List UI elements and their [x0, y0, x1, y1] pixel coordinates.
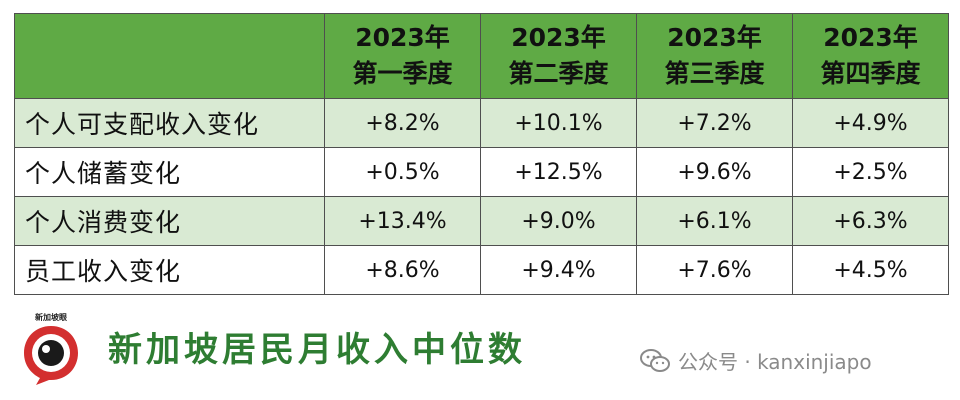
table-cell: +9.6%	[636, 147, 793, 197]
brand-title: 新加坡居民月收入中位数	[108, 330, 526, 370]
table-cell: +9.4%	[480, 245, 637, 295]
column-header-quarter: 第一季度	[352, 59, 453, 88]
quarterly-change-table: 2023年 第一季度 2023年 第二季度 2023年 第三季度 2023年 第…	[14, 13, 949, 295]
table-cell: +8.2%	[324, 98, 481, 148]
table-cell: +8.6%	[324, 245, 481, 295]
column-header-quarter: 第四季度	[820, 59, 921, 88]
table-cell: +13.4%	[324, 196, 481, 246]
row-label: 员工收入变化	[14, 245, 325, 295]
brand-logo: 新加坡眼	[20, 312, 82, 388]
watermark-text: 公众号 · kanxinjiapo	[678, 350, 872, 374]
table-cell: +4.5%	[792, 245, 949, 295]
column-header: 2023年 第二季度	[480, 13, 637, 99]
table-cell: +7.6%	[636, 245, 793, 295]
column-header-year: 2023年	[355, 23, 450, 52]
table-row: 个人储蓄变化 +0.5% +12.5% +9.6% +2.5%	[14, 147, 949, 197]
row-label: 个人可支配收入变化	[14, 98, 325, 148]
column-header-year: 2023年	[667, 23, 762, 52]
column-header-year: 2023年	[823, 23, 918, 52]
watermark: 公众号 · kanxinjiapo	[640, 346, 872, 375]
table-cell: +0.5%	[324, 147, 481, 197]
table-row: 个人可支配收入变化 +8.2% +10.1% +7.2% +4.9%	[14, 98, 949, 148]
table-cell: +6.1%	[636, 196, 793, 246]
column-header-quarter: 第三季度	[664, 59, 765, 88]
column-header-year: 2023年	[511, 23, 606, 52]
row-label: 个人消费变化	[14, 196, 325, 246]
table-cell: +7.2%	[636, 98, 793, 148]
table-cell: +4.9%	[792, 98, 949, 148]
row-label: 个人储蓄变化	[14, 147, 325, 197]
table-cell: +10.1%	[480, 98, 637, 148]
column-header-quarter: 第二季度	[508, 59, 609, 88]
column-header: 2023年 第四季度	[792, 13, 949, 99]
table-cell: +6.3%	[792, 196, 949, 246]
eye-logo-icon	[24, 326, 78, 385]
column-header: 2023年 第一季度	[324, 13, 481, 99]
table-cell: +2.5%	[792, 147, 949, 197]
header-corner	[14, 13, 325, 99]
wechat-icon	[640, 348, 670, 372]
table-header-row: 2023年 第一季度 2023年 第二季度 2023年 第三季度 2023年 第…	[14, 13, 949, 99]
table-cell: +12.5%	[480, 147, 637, 197]
table-row: 员工收入变化 +8.6% +9.4% +7.6% +4.5%	[14, 245, 949, 295]
table-row: 个人消费变化 +13.4% +9.0% +6.1% +6.3%	[14, 196, 949, 246]
column-header: 2023年 第三季度	[636, 13, 793, 99]
logo-text: 新加坡眼	[35, 313, 67, 322]
table-cell: +9.0%	[480, 196, 637, 246]
